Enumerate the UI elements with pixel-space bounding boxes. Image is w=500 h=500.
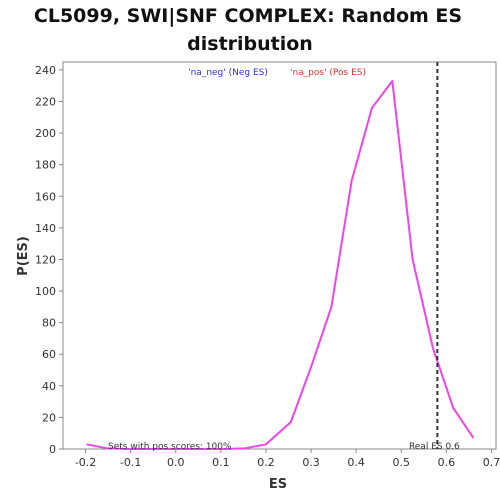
y-tick-label: 220: [35, 95, 56, 108]
x-tick-label: 0.6: [438, 456, 456, 469]
x-tick-label: 0.3: [302, 456, 320, 469]
y-tick-label: 60: [42, 348, 56, 361]
x-tick-label: 0.2: [257, 456, 275, 469]
x-axis: -0.2 -0.1 0.0 0.1 0.2 0.3 0.4 0.5 0.6 0.7: [75, 449, 500, 469]
legend-pos-es: 'na_pos' (Pos ES): [290, 68, 366, 78]
y-tick-label: 0: [49, 443, 56, 456]
pos-scores-note: Sets with pos scores: 100%: [108, 442, 232, 452]
chart-title-line2: distribution: [187, 33, 313, 55]
x-tick-label: 0.0: [167, 456, 185, 469]
x-tick-label: 0.5: [393, 456, 411, 469]
y-tick-label: 160: [35, 190, 56, 203]
y-axis-label: P(ES): [16, 236, 31, 276]
legend-neg-es: 'na_neg' (Neg ES): [188, 68, 268, 78]
chart-title-line1: CL5099, SWI|SNF COMPLEX: Random ES: [34, 5, 462, 27]
x-axis-label: ES: [269, 477, 287, 492]
y-tick-label: 120: [35, 253, 56, 266]
x-tick-label: 0.7: [483, 456, 500, 469]
series-line-pos: [86, 80, 475, 450]
y-tick-label: 200: [35, 127, 56, 140]
x-tick-label: 0.1: [212, 456, 230, 469]
y-tick-label: 20: [42, 411, 56, 424]
real-es-label: Real ES 0.6: [409, 442, 460, 452]
y-tick-label: 80: [42, 317, 56, 330]
y-tick-label: 40: [42, 380, 56, 393]
y-tick-label: 140: [35, 222, 56, 235]
x-tick-label: -0.2: [75, 456, 96, 469]
plot-area: [62, 61, 497, 450]
y-tick-label: 180: [35, 159, 56, 172]
x-tick-label: -0.1: [120, 456, 141, 469]
y-tick-label: 100: [35, 285, 56, 298]
x-tick-label: 0.4: [347, 456, 365, 469]
y-tick-label: 240: [35, 64, 56, 77]
y-axis: 0 20 40 60 80 100 120 140 160 180 200 220 240: [35, 64, 63, 456]
